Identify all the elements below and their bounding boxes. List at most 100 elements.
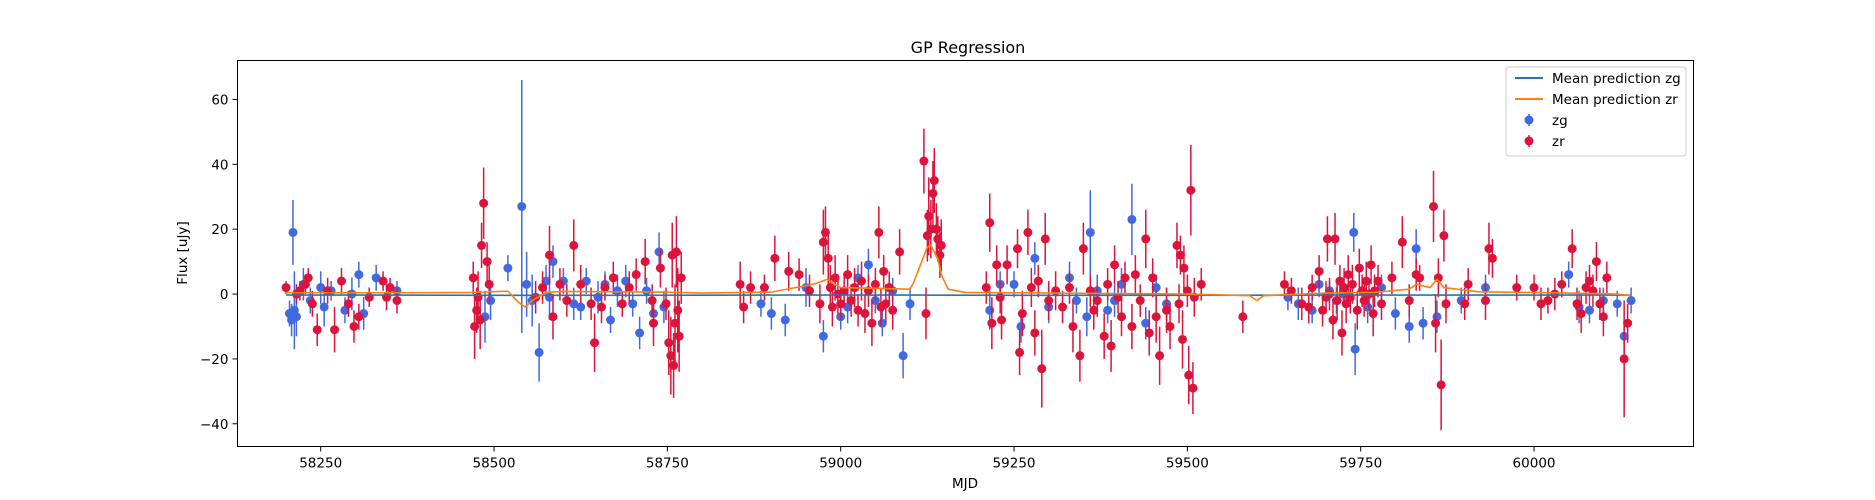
point-zr-83 [870, 279, 880, 289]
point-zr-25 [482, 257, 492, 267]
point-zg-64 [1085, 227, 1095, 237]
point-zr-48 [664, 338, 674, 348]
point-zr-26 [484, 279, 494, 289]
point-zg-45 [818, 331, 828, 341]
point-zg-19 [517, 201, 527, 211]
point-zr-187 [1377, 299, 1386, 309]
point-zg-91 [1564, 270, 1574, 280]
point-zr-87 [881, 299, 891, 309]
point-zr-86 [879, 266, 889, 276]
point-zr-117 [1040, 234, 1050, 244]
point-zr-142 [1155, 351, 1165, 361]
point-zr-57 [735, 279, 745, 289]
point-zr-89 [888, 305, 898, 315]
point-zr-47 [661, 299, 671, 309]
point-zr-170 [1335, 276, 1345, 286]
point-zr-198 [1441, 299, 1451, 309]
point-zr-46 [655, 263, 665, 273]
point-zr-171 [1337, 328, 1347, 338]
point-zr-165 [1322, 234, 1332, 244]
point-zr-42 [631, 270, 641, 280]
point-zr-54 [673, 305, 683, 315]
point-zr-160 [1304, 302, 1314, 312]
point-zg-36 [635, 328, 645, 338]
point-zr-98 [931, 224, 941, 234]
point-zr-24 [479, 198, 489, 208]
point-zr-192 [1415, 273, 1425, 283]
legend-label-zr: zr [1552, 134, 1565, 150]
point-zg-51 [877, 318, 887, 328]
y-tick-label--20: −20 [200, 352, 229, 368]
point-zr-178 [1354, 263, 1364, 273]
point-zr-55 [674, 331, 684, 341]
point-zr-35 [586, 299, 596, 309]
point-zg-4 [291, 312, 301, 322]
point-zr-51 [669, 360, 679, 370]
point-zr-9 [337, 276, 346, 286]
point-zr-13 [364, 292, 374, 302]
point-zg-97 [1626, 296, 1636, 306]
point-zr-76 [846, 296, 856, 306]
point-zr-59 [746, 283, 756, 293]
point-zr-196 [1436, 380, 1446, 390]
point-zr-152 [1186, 185, 1196, 195]
point-zr-8 [330, 325, 340, 335]
point-zg-55 [985, 305, 995, 315]
point-zr-144 [1165, 321, 1175, 331]
point-zr-153 [1188, 383, 1198, 393]
point-zr-23 [477, 240, 487, 250]
point-zg-59 [1030, 253, 1040, 263]
point-zr-127 [1092, 296, 1102, 306]
legend-box [1505, 66, 1687, 157]
point-zr-11 [349, 321, 359, 331]
point-zg-35 [628, 299, 638, 309]
point-zr-220 [1619, 354, 1629, 364]
point-zr-58 [739, 302, 749, 312]
point-zr-84 [874, 227, 884, 237]
point-zr-121 [1065, 283, 1074, 293]
point-zr-64 [805, 286, 814, 296]
point-zr-92 [921, 309, 931, 319]
point-zr-75 [843, 270, 853, 280]
plot-border [237, 60, 1694, 447]
point-zr-12 [354, 312, 364, 322]
point-zr-130 [1106, 341, 1116, 351]
point-zr-123 [1075, 351, 1085, 361]
point-zr-114 [1030, 328, 1040, 338]
point-zg-39 [654, 247, 664, 257]
point-zg-37 [642, 286, 652, 296]
point-zr-146 [1174, 299, 1184, 309]
point-zr-105 [992, 260, 1002, 270]
point-zr-56 [676, 273, 686, 283]
point-zr-90 [895, 247, 905, 257]
point-zr-102 [981, 283, 991, 293]
point-zr-188 [1387, 273, 1397, 283]
point-zr-33 [569, 240, 579, 250]
point-zr-135 [1127, 321, 1137, 331]
point-zg-71 [1151, 283, 1161, 293]
point-zr-194 [1431, 318, 1441, 328]
point-zr-30 [548, 312, 558, 322]
point-zr-7 [323, 286, 333, 296]
point-zg-18 [503, 263, 513, 273]
point-zr-133 [1117, 312, 1126, 322]
point-zr-162 [1314, 266, 1324, 276]
point-zr-174 [1343, 270, 1353, 280]
point-zr-41 [624, 283, 634, 293]
point-zg-62 [1071, 296, 1081, 306]
point-zr-145 [1172, 240, 1182, 250]
point-zg-87 [1418, 318, 1428, 328]
point-zr-210 [1567, 244, 1577, 254]
point-zr-103 [985, 218, 995, 228]
point-zr-149 [1179, 263, 1189, 273]
point-zg-58 [1016, 321, 1026, 331]
x-tick-label-58500: 58500 [473, 456, 516, 472]
point-zr-186 [1373, 276, 1383, 286]
point-zr-0 [281, 283, 291, 293]
legend: Mean prediction zg Mean prediction zr zg… [1505, 66, 1687, 157]
legend-swatch-zr [1524, 135, 1534, 147]
point-zr-70 [827, 302, 837, 312]
point-zr-172 [1339, 283, 1349, 293]
x-tick-label-59500: 59500 [1166, 456, 1209, 472]
